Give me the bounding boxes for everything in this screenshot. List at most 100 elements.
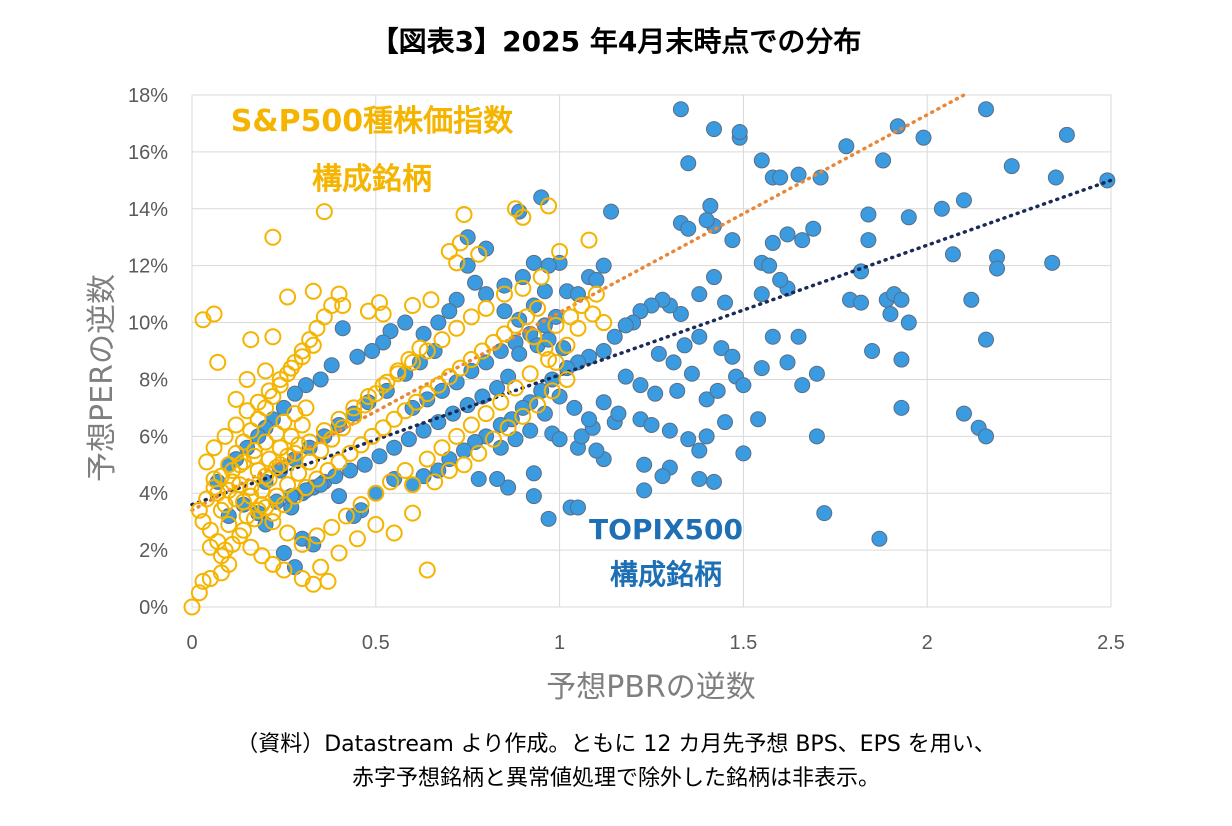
topix500-point — [989, 260, 1006, 277]
sp500-point — [341, 444, 359, 462]
topix500-point — [691, 286, 708, 303]
sp500-point — [558, 370, 576, 388]
sp500-point — [323, 430, 341, 448]
sp500-point — [367, 484, 385, 502]
sp500-point — [543, 382, 561, 400]
sp500-point — [194, 572, 212, 590]
sp500-point — [506, 379, 524, 397]
topix500-point — [647, 385, 664, 402]
topix500-point — [860, 232, 877, 249]
sp500-point — [312, 442, 330, 460]
topix500-point — [654, 468, 671, 485]
sp500-point — [370, 294, 388, 312]
sp500-point — [260, 382, 278, 400]
topix500-point — [669, 382, 686, 399]
sp500-point — [374, 419, 392, 437]
topix500-point — [955, 405, 972, 422]
sp500-point — [245, 447, 263, 465]
topix500-point — [566, 399, 583, 416]
y-tick-label: 12% — [128, 256, 168, 278]
topix500-point — [808, 365, 825, 382]
sp500-point — [367, 385, 385, 403]
sp500-point — [521, 365, 539, 383]
sp500-point — [352, 496, 370, 514]
topix500-point — [617, 368, 634, 385]
topix500-point — [1099, 172, 1116, 189]
topix500-point — [595, 257, 612, 274]
topix500-point — [500, 368, 517, 385]
sp500-point — [257, 498, 275, 516]
y-tick-label: 4% — [139, 483, 168, 505]
topix500-point — [610, 405, 627, 422]
sp500-point — [249, 393, 267, 411]
sp500-point — [396, 402, 414, 420]
sp500-point — [242, 479, 260, 497]
sp500-point — [404, 353, 422, 371]
sp500-point — [400, 351, 418, 369]
y-tick-label: 10% — [128, 313, 168, 335]
sp500-point — [348, 530, 366, 548]
topix500-point — [772, 169, 789, 186]
sp500-point — [253, 547, 271, 565]
topix500-point — [955, 192, 972, 209]
topix500-point — [705, 473, 722, 490]
sp500-point — [470, 245, 488, 263]
sp500-point — [345, 399, 363, 417]
topix500-point — [672, 306, 689, 323]
topix500-point — [889, 118, 906, 135]
topix500-point — [761, 257, 778, 274]
topix500-point — [691, 471, 708, 487]
topix500-point — [489, 379, 506, 396]
topix500-point — [496, 303, 513, 320]
sp500-point — [315, 203, 333, 221]
topix500-point — [753, 360, 770, 377]
sp500-point — [194, 513, 212, 531]
topix500-point — [474, 388, 491, 405]
x-tick-label: 2.5 — [1097, 632, 1125, 654]
sp500-point — [426, 473, 444, 491]
topix500-point — [632, 303, 649, 320]
topix500-point — [382, 323, 399, 340]
tick-labels: 0% 2% 4% 6% 8% 10% 12% 14% 16% 18% 0 0.5 1 1.5 2 2.5 — [128, 85, 1125, 654]
sp500-point — [595, 314, 613, 332]
topix500-point — [794, 377, 811, 394]
topix500-point — [467, 274, 484, 291]
topix500-point — [1058, 126, 1075, 143]
trend-lines — [190, 93, 1113, 513]
topix500-point — [525, 254, 542, 271]
sp500-point — [584, 305, 602, 323]
footnote-line-1: （資料）Datastream より作成。ともに 12 カ月先予想 BPS、EPS… — [236, 732, 996, 757]
topix500-point — [731, 123, 748, 140]
topix500-point — [525, 465, 542, 482]
sp500-point — [440, 368, 458, 386]
sp500-point — [293, 416, 311, 434]
sp500-point — [319, 461, 337, 479]
topix500-point — [536, 283, 553, 300]
sp500-point — [484, 430, 502, 448]
sp500-point — [404, 504, 422, 522]
topix500-point — [323, 357, 340, 374]
topix500-point — [364, 343, 381, 359]
sp500-point — [418, 342, 436, 360]
sp500-point — [334, 296, 352, 314]
topix500-point — [496, 277, 513, 294]
y-tick-label: 16% — [128, 142, 168, 164]
annotation-topix-sub: 構成銘柄 — [610, 558, 722, 591]
topix500-point — [853, 294, 870, 311]
sp500-point — [279, 447, 297, 465]
sp500-point — [282, 359, 300, 377]
sp500-point — [529, 299, 547, 317]
topix500-point — [672, 101, 689, 118]
sp500-point — [183, 598, 201, 616]
topix500-point — [375, 334, 392, 351]
topix500-point — [900, 314, 917, 331]
x-tick-label: 0 — [186, 632, 197, 654]
sp500-trend-line — [190, 93, 966, 513]
topix500-point — [838, 138, 855, 155]
sp500-point — [356, 396, 374, 414]
sp500-point — [337, 507, 355, 525]
sp500-point — [330, 453, 348, 471]
topix500-point — [698, 391, 715, 408]
topix500-point — [933, 200, 950, 217]
sp500-point — [448, 319, 466, 337]
